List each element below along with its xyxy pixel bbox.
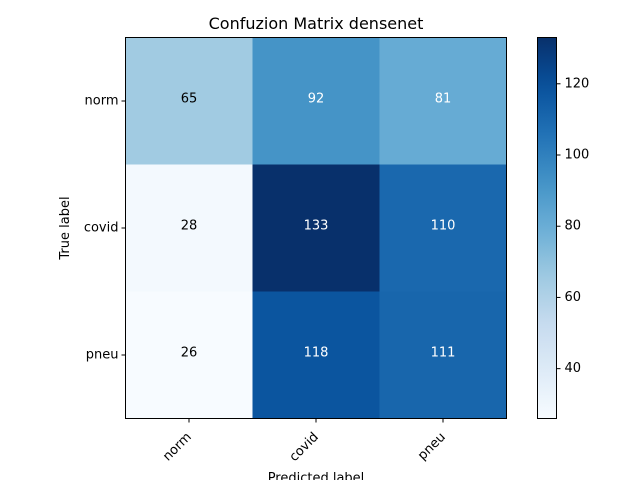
y-axis: norm covid pneu — [84, 94, 126, 363]
cell-value-label: 92 — [308, 92, 325, 107]
heatmap-cell — [252, 291, 380, 419]
cell-value-label: 133 — [304, 219, 329, 234]
heatmap-cell — [379, 37, 507, 165]
cell-value-label: 111 — [431, 346, 456, 361]
cell-value-label: 118 — [304, 346, 329, 361]
colorbar-axis: 40 60 80 100 120 — [556, 76, 590, 376]
y-tick-label: covid — [84, 221, 119, 236]
y-tick-label: norm — [85, 94, 119, 109]
x-axis: norm covid pneu — [160, 418, 449, 465]
cell-value-label: 81 — [435, 92, 452, 107]
cell-value-label: 65 — [181, 92, 198, 107]
y-axis-label: True label — [58, 196, 73, 260]
x-tick-label: pneu — [415, 430, 449, 464]
y-tick-label: pneu — [86, 348, 119, 363]
colorbar-tick-label: 120 — [565, 76, 590, 91]
cell-value-labels: 65 92 81 28 133 110 26 118 111 — [181, 92, 456, 361]
heatmap-cells — [125, 37, 507, 419]
x-axis-label: Predicted label — [268, 471, 365, 480]
chart-title: Confuzion Matrix densenet — [209, 14, 424, 33]
colorbar-tick-label: 60 — [565, 290, 582, 305]
cell-value-label: 28 — [181, 219, 198, 234]
colorbar-tick-label: 80 — [565, 219, 582, 234]
heatmap-cell — [252, 37, 380, 165]
colorbar-tick-label: 100 — [565, 148, 590, 163]
x-tick-label: norm — [160, 430, 195, 465]
heatmap-cell — [252, 164, 380, 292]
heatmap-cell — [125, 37, 253, 165]
cell-value-label: 26 — [181, 346, 198, 361]
cell-value-label: 110 — [431, 219, 456, 234]
heatmap-cell — [125, 164, 253, 292]
heatmap-cell — [125, 291, 253, 419]
heatmap-cell — [379, 291, 507, 419]
x-tick-label: covid — [287, 430, 322, 465]
colorbar — [537, 37, 557, 419]
heatmap-cell — [379, 164, 507, 292]
colorbar-tick-label: 40 — [565, 361, 582, 376]
